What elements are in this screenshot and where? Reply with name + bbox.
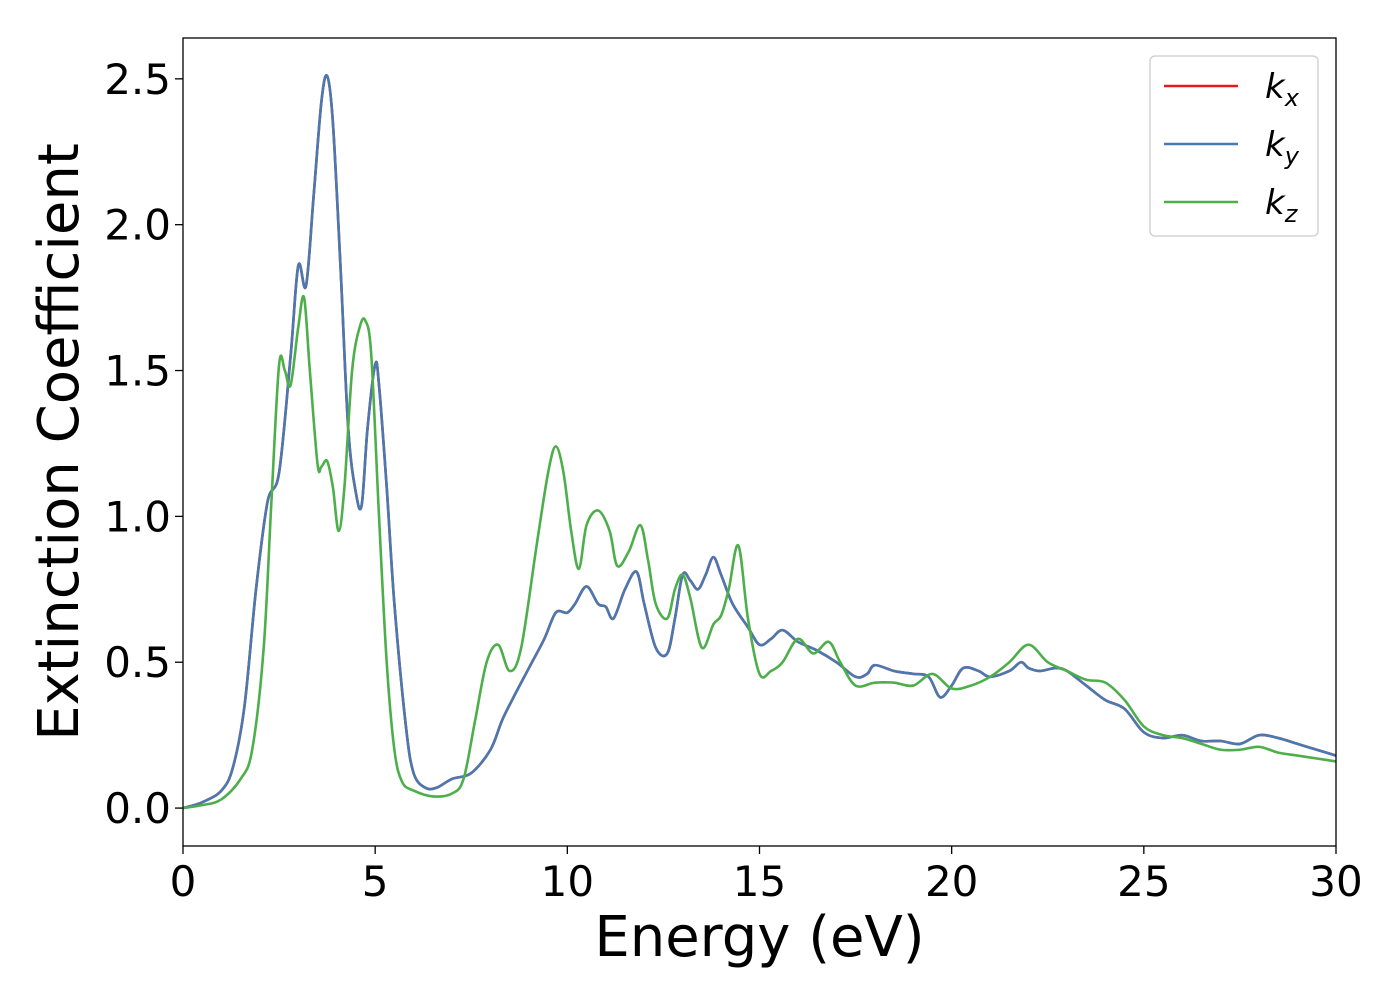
series-line-y xyxy=(183,73,1336,810)
legend: kx ky kz xyxy=(1149,55,1319,237)
y-tick-label: 2.0 xyxy=(104,201,171,250)
x-tick-label: 0 xyxy=(170,857,197,906)
y-axis-title: Extinction Coefficient xyxy=(27,143,92,741)
legend-label-y: ky xyxy=(1265,125,1300,170)
x-tick-label: 15 xyxy=(733,857,786,906)
x-tick-label: 30 xyxy=(1309,857,1362,906)
y-axis-ticks: 0.0 0.5 1.0 1.5 2.0 2.5 xyxy=(104,55,183,833)
x-tick-label: 5 xyxy=(362,857,389,906)
y-tick-label: 2.5 xyxy=(104,55,171,104)
x-tick-label: 10 xyxy=(541,857,594,906)
series-line-z xyxy=(183,294,1336,810)
y-tick-label: 1.0 xyxy=(104,492,171,541)
legend-label-x: kx xyxy=(1265,67,1300,112)
y-tick-label: 0.0 xyxy=(104,784,171,833)
legend-label-z: kz xyxy=(1265,183,1299,228)
legend-box xyxy=(1149,55,1319,237)
x-tick-label: 25 xyxy=(1117,857,1170,906)
y-tick-label: 1.5 xyxy=(104,347,171,396)
x-axis-ticks: 0 5 10 15 20 25 30 xyxy=(170,846,1363,906)
y-tick-label: 0.5 xyxy=(104,638,171,687)
x-tick-label: 20 xyxy=(925,857,978,906)
plot-lines xyxy=(183,73,1336,810)
x-axis-title: Energy (eV) xyxy=(594,905,924,970)
